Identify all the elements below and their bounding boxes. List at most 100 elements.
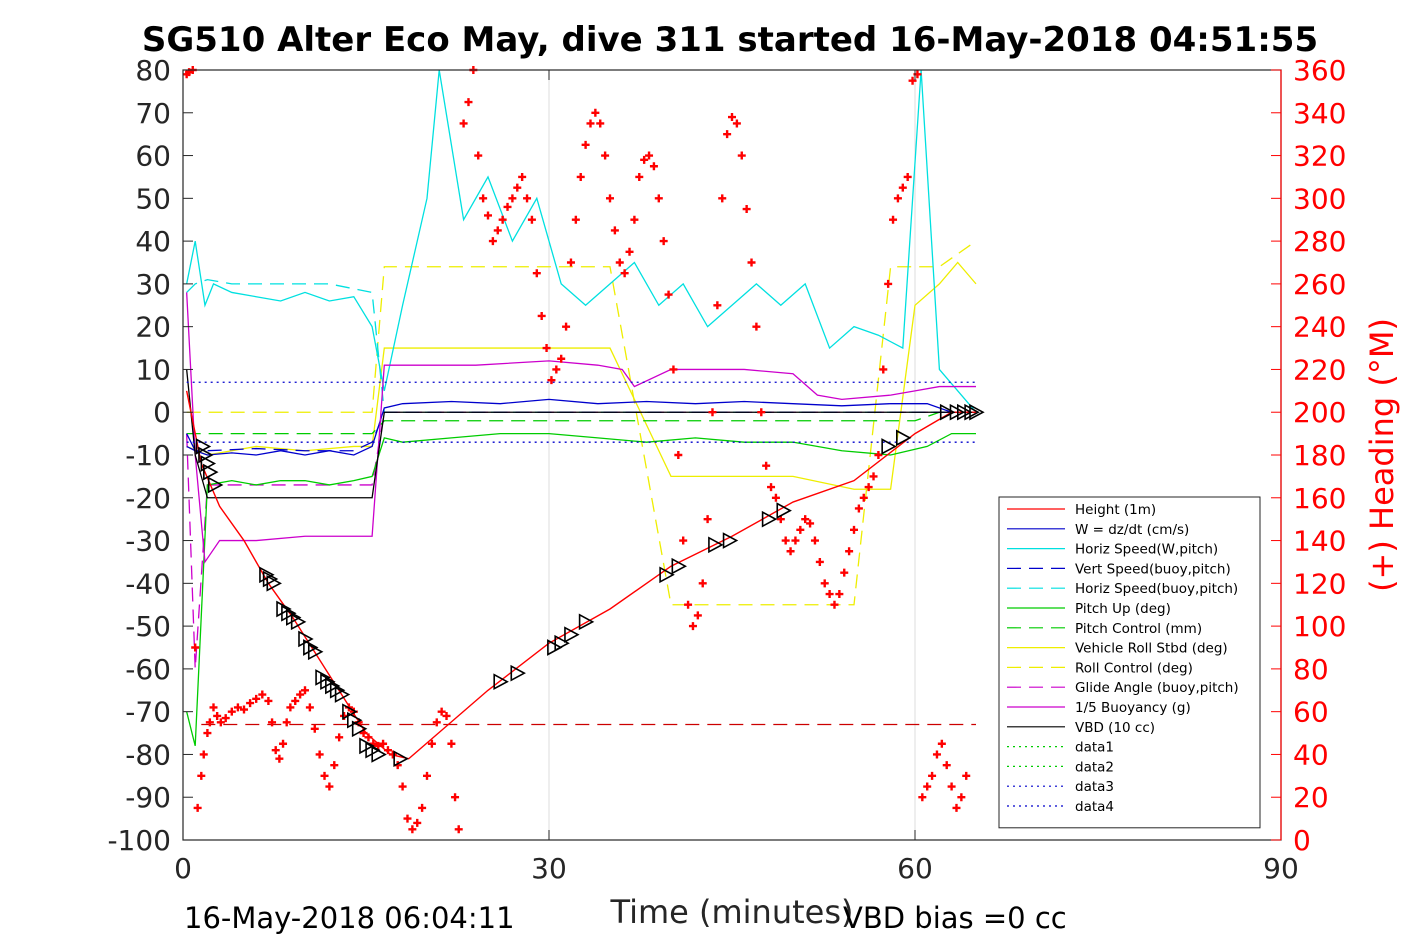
y-tick-label: 20 <box>135 311 171 344</box>
heading-point <box>191 643 200 652</box>
depth-marker <box>315 669 331 686</box>
heading-point <box>320 771 329 780</box>
legend-entry: W = dz/dt (cm/s) <box>1075 522 1189 538</box>
heading-point <box>898 183 907 192</box>
depth-marker <box>203 463 219 481</box>
depth-marker <box>708 536 724 554</box>
heading-point <box>197 771 206 780</box>
heading-point <box>240 705 248 714</box>
y2-tick-label: 200 <box>1293 396 1346 429</box>
y2-tick-label: 80 <box>1293 653 1329 686</box>
heading-point <box>830 600 839 609</box>
heading-point <box>488 237 497 246</box>
depth-marker <box>964 403 980 421</box>
heading-point <box>742 205 751 214</box>
heading-point <box>757 408 766 417</box>
heading-point <box>737 151 746 160</box>
depth-marker <box>334 686 351 703</box>
x-tick-label: 30 <box>531 852 567 885</box>
heading-point <box>442 711 451 720</box>
depth-marker <box>547 639 563 656</box>
depth-marker <box>393 750 409 768</box>
depth-marker <box>939 403 956 421</box>
y2-tick-label: 260 <box>1293 268 1346 301</box>
y2-tick-label: 20 <box>1293 781 1329 814</box>
heading-point <box>576 172 585 181</box>
heading-point <box>601 151 610 160</box>
y2-tick-label: 0 <box>1293 824 1311 857</box>
depth-marker <box>659 566 675 584</box>
y-tick-label: 30 <box>135 268 171 301</box>
heading-point <box>645 151 654 160</box>
y2-tick-label: 140 <box>1293 525 1346 558</box>
heading-point <box>547 376 556 385</box>
heading-point <box>330 761 339 770</box>
heading-point <box>649 162 658 171</box>
heading-point <box>383 746 392 755</box>
y-tick-label: -60 <box>125 653 171 686</box>
y-tick-label: 0 <box>153 396 171 429</box>
heading-point <box>767 483 776 492</box>
legend-entry: data2 <box>1075 759 1114 775</box>
y-tick-label: -30 <box>125 525 171 558</box>
depth-marker <box>207 476 224 494</box>
legend-entry: VBD (10 cc) <box>1075 720 1155 736</box>
heading-point <box>718 194 727 203</box>
y2-tick-label: 40 <box>1293 738 1329 771</box>
heading-point <box>562 322 571 331</box>
axes: 0 30 60 9080706050403020100-10-20-30-40-50-… <box>107 54 1346 885</box>
depth-marker <box>347 711 363 729</box>
depth-marker <box>266 574 282 592</box>
heading-point <box>227 707 236 716</box>
depth-marker <box>325 677 341 695</box>
depth-marker <box>351 720 368 738</box>
heading-point <box>498 215 507 224</box>
y2-tick-label: 360 <box>1293 54 1346 87</box>
heading-point <box>464 98 473 107</box>
heading-point <box>845 547 854 556</box>
depth-marker <box>969 403 985 421</box>
y-tick-label: -20 <box>125 482 171 515</box>
x-tick-label: 90 <box>1263 852 1299 885</box>
heading-point <box>252 694 261 703</box>
depth-marker <box>761 510 778 528</box>
heading-point <box>523 194 532 203</box>
legend-entry: Pitch Control (mm) <box>1075 621 1202 637</box>
heading-point <box>315 750 324 759</box>
heading-point <box>479 194 488 203</box>
depth-marker <box>329 681 346 699</box>
heading-point <box>374 741 383 750</box>
heading-point <box>747 258 756 267</box>
heading-point <box>923 782 932 791</box>
depth-marker <box>671 557 688 575</box>
heading-point <box>537 311 546 320</box>
heading-point <box>762 461 771 470</box>
heading-point <box>413 818 422 827</box>
series-line-7 <box>186 261 977 490</box>
series-line-3 <box>186 411 976 452</box>
heading-point <box>854 504 863 513</box>
heading-point <box>674 451 683 459</box>
heading-point <box>820 579 829 588</box>
depth-marker <box>262 570 279 588</box>
depth-marker <box>371 746 387 763</box>
x-tick-label: 60 <box>897 852 933 885</box>
x-tick-label: 0 <box>174 852 192 885</box>
heading-point <box>703 515 712 524</box>
y2-tick-label: 280 <box>1293 225 1346 258</box>
heading-point <box>268 718 277 727</box>
depth-marker <box>776 502 792 519</box>
heading-point <box>942 761 951 770</box>
heading-point <box>732 119 741 128</box>
heading-point <box>279 739 288 748</box>
heading-point <box>669 365 678 374</box>
depth-marker <box>493 673 509 691</box>
series-line-6 <box>186 411 976 435</box>
heading-point <box>630 215 639 224</box>
heading-point <box>635 172 644 181</box>
legend-entry: Vehicle Roll Stbd (deg) <box>1075 641 1228 657</box>
y2-tick-label: 100 <box>1293 610 1346 643</box>
heading-point <box>801 515 810 524</box>
heading-point <box>889 215 898 224</box>
